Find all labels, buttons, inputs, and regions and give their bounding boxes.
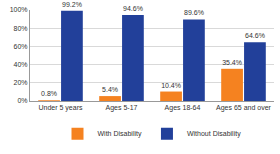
- svg-text:100%: 100%: [10, 6, 28, 13]
- svg-text:89.6%: 89.6%: [184, 9, 204, 16]
- svg-text:0%: 0%: [17, 97, 27, 104]
- svg-text:Ages 18-64: Ages 18-64: [165, 104, 201, 112]
- svg-text:99.2%: 99.2%: [62, 1, 82, 8]
- svg-text:20%: 20%: [14, 79, 28, 86]
- svg-text:60%: 60%: [14, 43, 28, 50]
- svg-text:0.8%: 0.8%: [41, 90, 57, 97]
- svg-text:35.4%: 35.4%: [222, 59, 242, 66]
- svg-text:80%: 80%: [14, 25, 28, 32]
- svg-text:10.4%: 10.4%: [161, 82, 181, 89]
- svg-text:5.4%: 5.4%: [102, 86, 118, 93]
- svg-text:Under 5 years: Under 5 years: [39, 104, 83, 112]
- svg-text:40%: 40%: [14, 61, 28, 68]
- svg-text:94.6%: 94.6%: [123, 5, 143, 12]
- svg-text:64.6%: 64.6%: [245, 32, 265, 39]
- svg-text:Ages 5-17: Ages 5-17: [106, 104, 138, 112]
- svg-text:Ages 65 and over: Ages 65 and over: [216, 104, 272, 112]
- svg-text:Without Disability: Without Disability: [187, 130, 241, 138]
- svg-text:With Disability: With Disability: [98, 130, 142, 138]
